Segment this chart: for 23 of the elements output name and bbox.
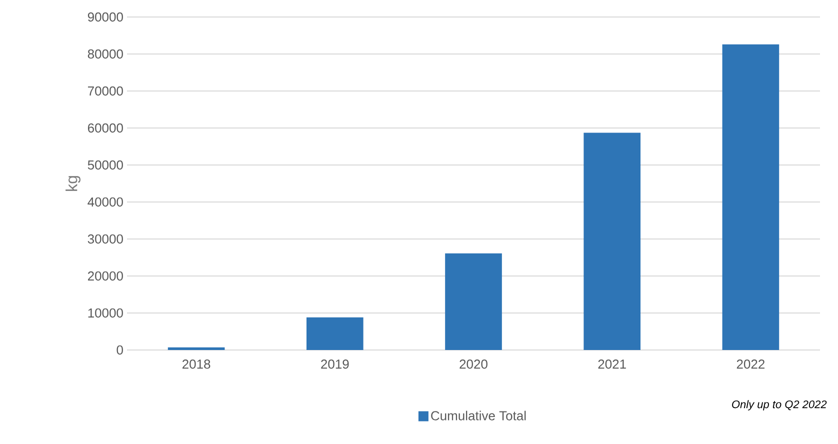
y-tick-label: 70000 (88, 86, 123, 96)
x-tick-label: 2020 (460, 360, 488, 369)
bar (445, 253, 502, 350)
bar (306, 317, 364, 350)
x-tick-label: 2021 (598, 360, 626, 369)
bar (722, 44, 780, 350)
y-tick-label: 50000 (88, 160, 123, 170)
x-tick-label: 2018 (182, 360, 210, 369)
legend-label: Cumulative Total (431, 410, 526, 420)
text: Only up to Q2 2022 (732, 400, 827, 410)
bar (168, 347, 225, 350)
y-axis-title: kg (66, 176, 80, 191)
y-tick-label: 10000 (88, 308, 123, 318)
y-tick-label: 30000 (88, 234, 123, 244)
y-tick-label: 40000 (88, 197, 123, 207)
y-tick-label: 80000 (88, 49, 123, 59)
bar (584, 132, 641, 350)
y-tick-label: 20000 (88, 271, 123, 281)
x-tick-label: 2022 (736, 360, 764, 369)
y-tick-label: 0 (116, 345, 123, 355)
x-tick-label: 2019 (321, 360, 349, 369)
y-tick-label: 90000 (88, 12, 123, 22)
y-tick-label: 60000 (88, 123, 123, 133)
